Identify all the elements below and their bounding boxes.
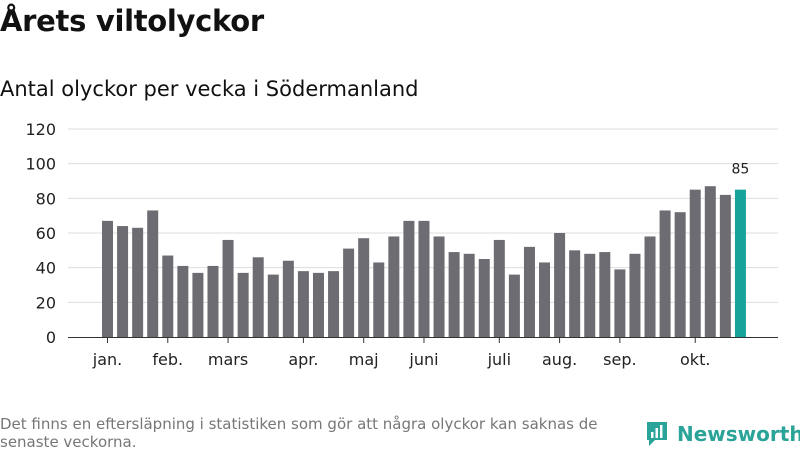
bar: [192, 272, 204, 337]
bar: [328, 271, 340, 337]
x-tick-label: okt.: [680, 350, 710, 369]
bar: [222, 239, 234, 337]
bar: [343, 248, 355, 337]
x-tick-label: juni: [408, 350, 438, 369]
bar: [508, 274, 520, 337]
bar: [478, 259, 490, 337]
bar: [433, 236, 445, 337]
y-tick-label: 120: [25, 120, 56, 139]
bar: [554, 233, 566, 337]
bar: [599, 252, 611, 337]
bar: [493, 239, 505, 337]
bar: [719, 194, 731, 337]
bar: [584, 253, 596, 337]
newsworthy-logo-icon: [647, 422, 667, 446]
bar-chart: 0 20 40 60 80 100 120 jan. feb. mars apr. maj juni ju…: [25, 120, 778, 369]
brand-name: Newsworthy: [677, 422, 800, 446]
bar: [644, 236, 656, 337]
x-tick-label: juli: [487, 350, 511, 369]
bar: [252, 257, 264, 337]
bar: [312, 272, 324, 337]
bar: [388, 236, 400, 337]
x-tick-label: maj: [349, 350, 379, 369]
bar: [689, 189, 701, 337]
bar: [177, 265, 189, 337]
y-tick-label: 80: [36, 189, 56, 208]
chart-title: Årets viltolyckor: [0, 4, 264, 38]
bar: [358, 238, 370, 337]
labels: 0 20 40 60 80 100 120 jan. feb. mars apr. maj juni ju…: [25, 120, 749, 369]
bar: [704, 186, 716, 337]
y-tick-label: 100: [25, 155, 56, 174]
bar: [282, 260, 294, 337]
bar: [297, 271, 309, 337]
bar: [418, 220, 430, 337]
bar: [448, 252, 460, 337]
bar: [569, 250, 581, 337]
y-tick-label: 0: [46, 328, 56, 347]
y-tick-label: 20: [36, 293, 56, 312]
bars: [102, 186, 746, 337]
bar: [373, 262, 385, 337]
chart-subtitle: Antal olyckor per vecka i Södermanland: [0, 77, 419, 101]
bar: [237, 272, 249, 337]
x-tick-label: sep.: [603, 350, 636, 369]
bar: [403, 220, 415, 337]
bar: [523, 246, 535, 337]
bar-highlight: [734, 189, 746, 337]
bar: [539, 262, 551, 337]
bar: [629, 253, 641, 337]
bar: [267, 274, 279, 337]
bar: [147, 210, 159, 337]
bar: [207, 265, 219, 337]
data-label-latest: 85: [732, 162, 750, 178]
bar: [463, 253, 475, 337]
bar: [674, 212, 686, 337]
bar: [162, 255, 174, 337]
x-tick-label: jan.: [92, 350, 122, 369]
x-tick-label: mars: [208, 350, 248, 369]
x-tick-label: aug.: [542, 350, 577, 369]
x-tick-label: feb.: [152, 350, 183, 369]
footnote: Det finns en eftersläpning i statistiken…: [0, 415, 598, 451]
y-tick-label: 60: [36, 224, 56, 243]
bar: [102, 220, 113, 337]
brand-logo: Newsworthy: [645, 419, 800, 449]
bar: [132, 227, 144, 337]
x-axis: [68, 337, 778, 343]
bar: [117, 226, 129, 337]
y-tick-label: 40: [36, 259, 56, 278]
bar: [614, 269, 626, 337]
x-tick-label: apr.: [288, 350, 318, 369]
bar: [659, 210, 671, 337]
